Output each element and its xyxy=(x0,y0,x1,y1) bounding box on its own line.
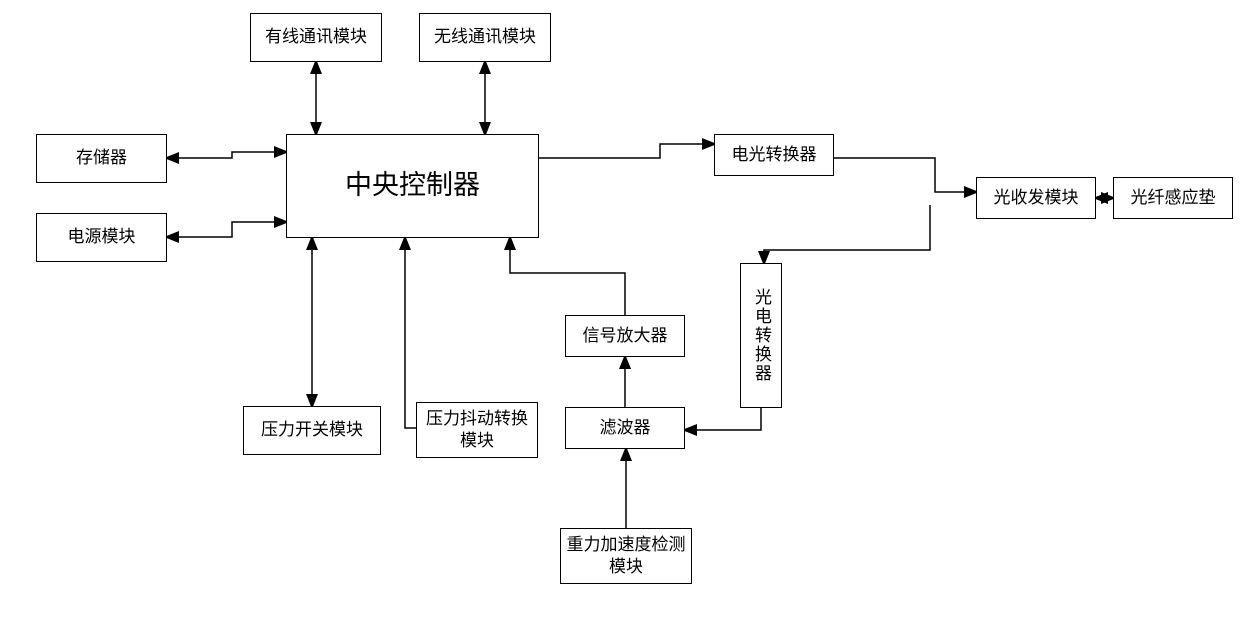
node-pressure-switch: 压力开关模块 xyxy=(243,406,381,455)
node-pressure-jitter: 压力抖动转换模块 xyxy=(416,402,538,458)
edge-7 xyxy=(764,205,930,263)
edge-8 xyxy=(685,408,761,430)
node-filter: 滤波器 xyxy=(565,407,685,449)
node-fiber-sensor-pad: 光纤感应垫 xyxy=(1113,177,1233,219)
node-gravity-accel: 重力加速度检测模块 xyxy=(560,528,692,584)
edge-13 xyxy=(405,238,416,428)
edge-10 xyxy=(510,238,625,315)
node-optical-transceiver: 光收发模块 xyxy=(976,177,1096,219)
node-wired-comm: 有线通讯模块 xyxy=(250,13,382,62)
node-central-controller: 中央控制器 xyxy=(286,134,539,238)
node-storage: 存储器 xyxy=(36,134,167,183)
node-eo-converter: 电光转换器 xyxy=(714,134,834,176)
edge-3 xyxy=(167,222,286,237)
edge-2 xyxy=(167,152,286,158)
edge-4 xyxy=(539,144,714,158)
edge-5 xyxy=(834,158,976,192)
node-wireless-comm: 无线通讯模块 xyxy=(419,13,551,62)
node-power: 电源模块 xyxy=(36,213,167,262)
node-oe-converter: 光电转换器 xyxy=(740,263,782,408)
node-signal-amplifier: 信号放大器 xyxy=(565,315,685,357)
